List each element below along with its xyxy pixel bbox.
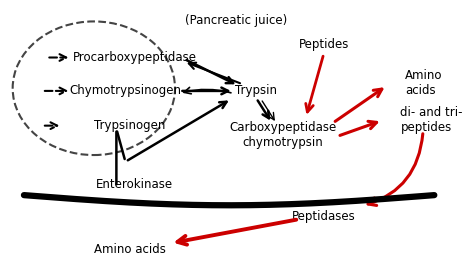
Text: di- and tri-
peptides: di- and tri- peptides	[401, 106, 463, 134]
Text: Amino acids: Amino acids	[94, 244, 166, 256]
Text: Trypsinogen: Trypsinogen	[94, 119, 165, 132]
Text: Procarboxypeptidase: Procarboxypeptidase	[73, 51, 196, 64]
Text: Enterokinase: Enterokinase	[96, 178, 173, 191]
Text: (Pancreatic juice): (Pancreatic juice)	[185, 14, 287, 26]
Text: Trypsin: Trypsin	[235, 85, 277, 97]
Text: Peptidases: Peptidases	[292, 210, 356, 223]
Text: Peptides: Peptides	[299, 38, 349, 51]
Text: Amino
acids: Amino acids	[405, 69, 443, 97]
Text: Carboxypeptidase
chymotrypsin: Carboxypeptidase chymotrypsin	[229, 121, 337, 149]
Text: Chymotrypsinogen: Chymotrypsinogen	[69, 85, 182, 97]
